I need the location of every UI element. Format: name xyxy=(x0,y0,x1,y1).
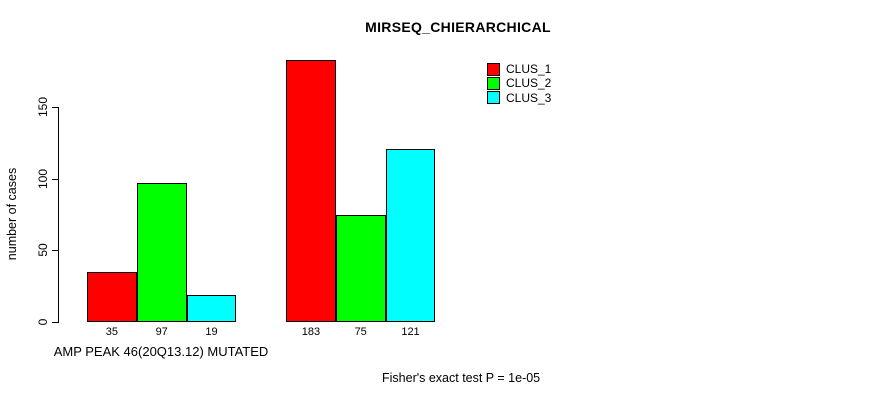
legend-swatch-icon xyxy=(487,76,500,90)
legend-label: CLUS_2 xyxy=(506,76,552,91)
chart-title: MIRSEQ_CHIERARCHICAL xyxy=(365,19,551,35)
y-tick xyxy=(52,322,59,323)
y-tick-label: 150 xyxy=(36,96,50,118)
y-axis-label: number of cases xyxy=(5,167,19,261)
bar-clus_1 xyxy=(286,59,336,322)
bar-value-label: 35 xyxy=(105,326,119,338)
bar-clus_3 xyxy=(385,148,436,322)
legend-item-clus_3: CLUS_3 xyxy=(487,91,551,105)
y-axis-line xyxy=(58,107,59,323)
bar-value-label: 183 xyxy=(301,326,321,338)
legend-item-clus_2: CLUS_2 xyxy=(487,76,551,90)
bar-value-label: 19 xyxy=(205,326,218,338)
y-tick xyxy=(52,107,59,108)
bar-clus_1 xyxy=(87,271,137,322)
bar-value-label: 97 xyxy=(155,326,168,338)
x-axis-label: AMP PEAK 46(20Q13.12) MUTATED xyxy=(53,344,269,359)
legend: CLUS_1 CLUS_2 CLUS_3 xyxy=(487,62,551,105)
legend-label: CLUS_1 xyxy=(506,62,552,77)
bar-value-label: 75 xyxy=(354,326,367,338)
y-tick xyxy=(52,250,59,252)
fisher-test-footnote: Fisher's exact test P = 1e-05 xyxy=(382,371,541,385)
bar-clus_2 xyxy=(136,182,187,322)
bar-clus_3 xyxy=(186,294,237,322)
legend-swatch-icon xyxy=(487,91,500,105)
legend-item-clus_1: CLUS_1 xyxy=(487,62,551,76)
legend-swatch-icon xyxy=(487,62,500,76)
legend-label: CLUS_3 xyxy=(506,90,552,105)
bar-value-label: 121 xyxy=(401,326,420,338)
bar-clus_2 xyxy=(335,214,386,322)
y-tick-label: 100 xyxy=(36,168,50,189)
y-tick-label: 50 xyxy=(36,243,50,258)
y-tick xyxy=(52,178,59,180)
y-tick-label: 0 xyxy=(36,318,50,326)
